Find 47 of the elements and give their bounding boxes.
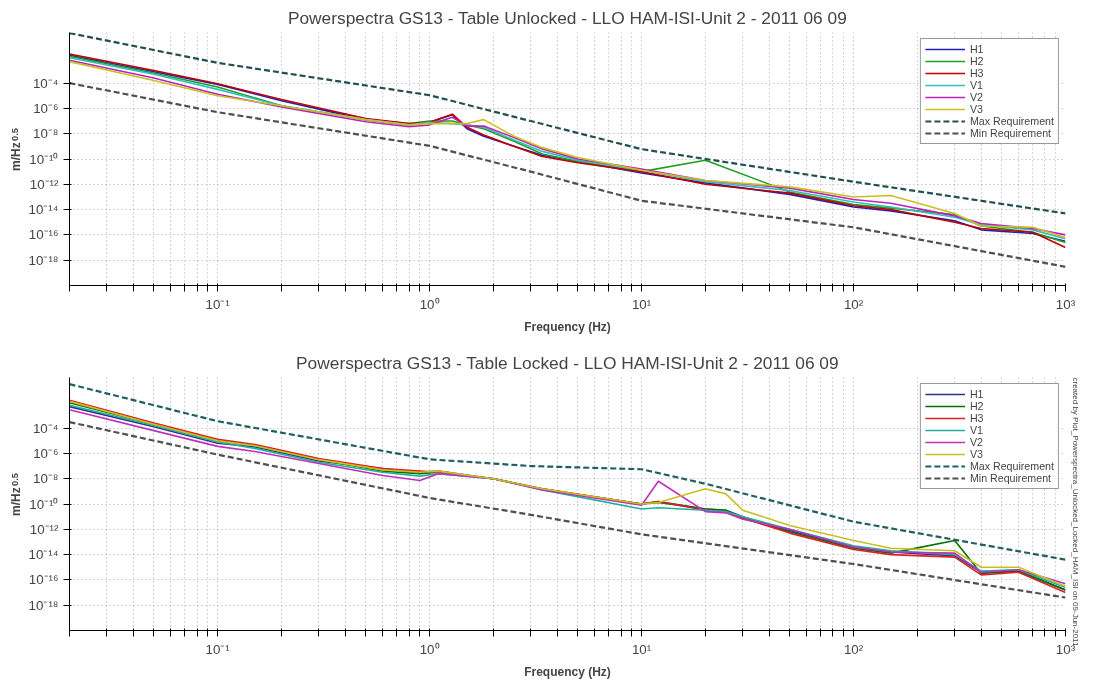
y-axis-title: m/Hz0.5 [8, 473, 23, 516]
x-tick-label: 10¹ [631, 296, 652, 312]
legend-label: V1 [969, 79, 984, 91]
x-axis-title: Frequency (Hz) [524, 664, 611, 679]
x-tick-label: 10¹ [631, 641, 652, 657]
y-tick-label: 10⁻¹⁰ [29, 151, 59, 167]
x-axis-title: Frequency (Hz) [524, 319, 611, 334]
legend-label: V3 [969, 103, 984, 115]
x-tick-label: 10⁰ [419, 641, 440, 657]
x-tick-label: 10⁰ [419, 296, 440, 312]
y-tick-label: 10⁻⁶ [33, 100, 59, 116]
y-tick-label: 10⁻¹⁰ [29, 496, 59, 512]
y-tick-label: 10⁻¹⁶ [28, 572, 59, 588]
y-tick-label: 10⁻¹⁴ [28, 547, 59, 563]
x-tick-label: 10² [843, 296, 864, 312]
x-tick-label: 10² [843, 641, 864, 657]
y-tick-label: 10⁻¹⁶ [28, 227, 59, 243]
legend-label: H3 [969, 412, 985, 424]
legend-label: H2 [969, 55, 985, 67]
y-tick-label: 10⁻⁸ [33, 126, 59, 142]
legend-label: H1 [969, 388, 985, 400]
x-tick-label: 10⁻¹ [205, 296, 231, 312]
legend-label: Min Requirement [969, 127, 1052, 139]
y-tick-label: 10⁻⁸ [33, 471, 59, 487]
legend-label: Max Requirement [969, 460, 1054, 472]
y-tick-label: 10⁻¹² [29, 176, 60, 192]
x-tick-label: 10⁻¹ [205, 641, 231, 657]
y-tick-label: 10⁻¹⁸ [28, 597, 59, 613]
legend-label: V2 [969, 436, 984, 448]
legend-label: H3 [969, 67, 985, 79]
y-tick-label: 10⁻⁴ [32, 75, 59, 91]
legend-label: Max Requirement [969, 115, 1054, 127]
legend-label: H2 [969, 400, 985, 412]
y-tick-label: 10⁻⁶ [33, 445, 59, 461]
legend-label: Min Requirement [969, 472, 1052, 484]
x-tick-label: 10³ [1055, 296, 1076, 312]
y-tick-label: 10⁻⁴ [32, 420, 59, 436]
y-axis-title: m/Hz0.5 [8, 128, 23, 171]
y-tick-label: 10⁻¹⁸ [28, 252, 59, 268]
legend-label: V2 [969, 91, 984, 103]
y-tick-label: 10⁻¹² [29, 521, 60, 537]
legend-label: V3 [969, 448, 984, 460]
legend-label: V1 [969, 424, 984, 436]
chart-title: Powerspectra GS13 - Table Unlocked - LLO HAM-ISI-Unit 2 - 2011 06 09 [287, 7, 847, 28]
chart-title: Powerspectra GS13 - Table Locked - LLO HAM-ISI-Unit 2 - 2011 06 09 [296, 352, 839, 373]
y-tick-label: 10⁻¹⁴ [28, 202, 59, 218]
legend-label: H1 [969, 43, 985, 55]
